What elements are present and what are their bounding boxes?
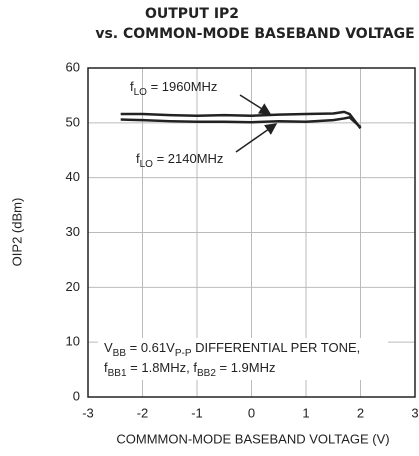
series-line — [120, 110, 362, 130]
annotation-text: DIFFERENTIAL PER TONE, — [191, 340, 360, 355]
series-line — [120, 116, 362, 129]
x-tick-label: -3 — [82, 405, 94, 420]
chart-title: OUTPUT IP2 — [145, 6, 239, 22]
x-tick-label: -2 — [137, 405, 149, 420]
annotation-subscript: P-P — [175, 348, 192, 359]
y-tick-label: 0 — [73, 388, 80, 403]
annotation-text: = 2140MHz — [153, 151, 223, 166]
annotation: fLO = 2140MHz — [136, 151, 223, 169]
x-tick-label: 2 — [357, 405, 364, 420]
annotation-text: = 0.61V — [126, 340, 175, 355]
annotation-text: = 1.8MHz, f — [127, 360, 198, 375]
y-tick-label: 40 — [66, 169, 80, 184]
annotation-subscript: BB — [113, 348, 127, 359]
x-tick-label: 3 — [411, 405, 418, 420]
y-axis-label: OIP2 (dBm) — [9, 198, 24, 267]
annotation-subscript: LO — [134, 87, 148, 98]
annotation-subscript: LO — [140, 159, 154, 170]
plot-frame — [87, 67, 416, 398]
annotation-text: f — [130, 79, 134, 94]
annotation-text: = 1960MHz — [147, 79, 217, 94]
y-tick-label: 60 — [66, 59, 80, 74]
y-tick-label: 50 — [66, 114, 80, 129]
annotation-text: f — [136, 151, 140, 166]
annotation-text: V — [104, 340, 113, 355]
chart-subtitle: vs. COMMON-MODE BASEBAND VOLTAGE — [95, 26, 414, 42]
y-tick-label: 20 — [66, 279, 80, 294]
annotation: VBB = 0.61VP-P DIFFERENTIAL PER TONE, — [104, 340, 360, 358]
x-axis-label: COMMMON-MODE BASEBAND VOLTAGE (V) — [116, 431, 389, 446]
annotation-text: = 1.9MHz — [216, 360, 276, 375]
annotation: fLO = 1960MHz — [130, 79, 217, 97]
x-tick-label: -1 — [191, 405, 203, 420]
annotation-subscript: BB2 — [197, 368, 216, 379]
annotation-text: f — [104, 360, 108, 375]
note-background — [98, 338, 388, 380]
x-tick-label: 1 — [302, 405, 309, 420]
annotation: fBB1 = 1.8MHz, fBB2 = 1.9MHz — [104, 360, 276, 378]
x-tick-label: 0 — [248, 405, 255, 420]
annotation-subscript: BB1 — [108, 368, 127, 379]
y-tick-label: 30 — [66, 224, 80, 239]
y-tick-label: 10 — [66, 334, 80, 349]
